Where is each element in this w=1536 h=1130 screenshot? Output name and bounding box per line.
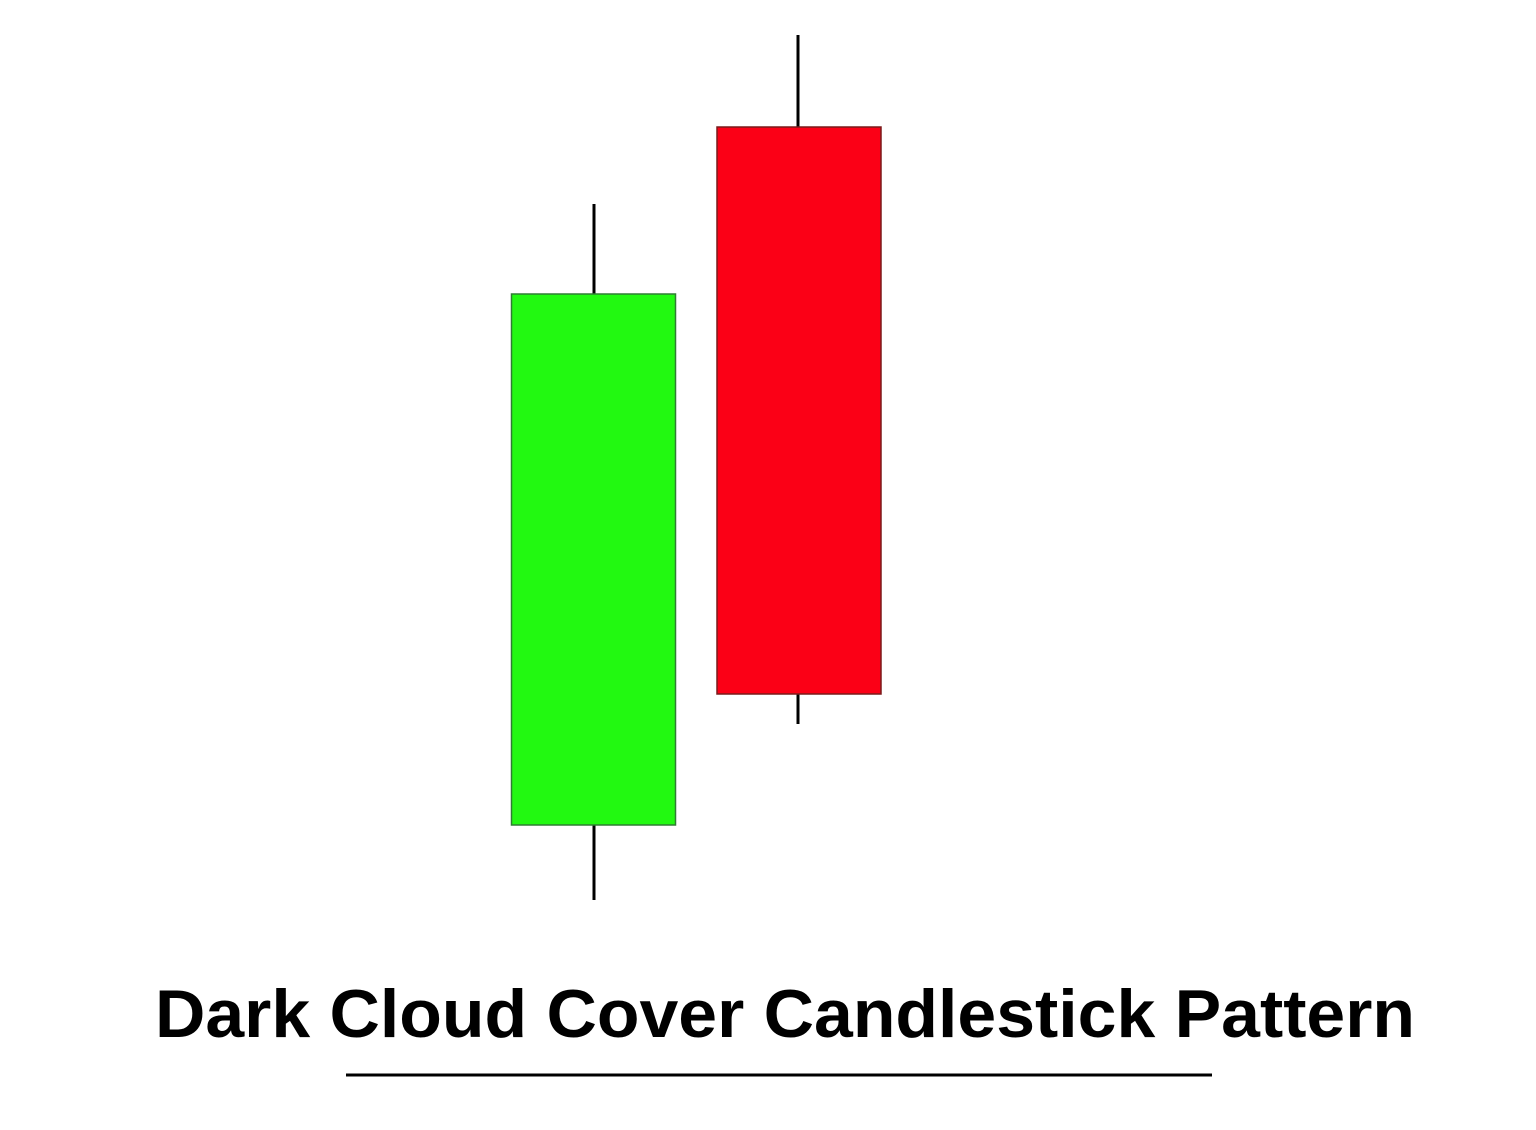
green-candle-body: [510, 293, 677, 826]
title: Dark Cloud Cover Candlestick Pattern: [155, 976, 1415, 1052]
red-candle-body: [716, 126, 882, 695]
